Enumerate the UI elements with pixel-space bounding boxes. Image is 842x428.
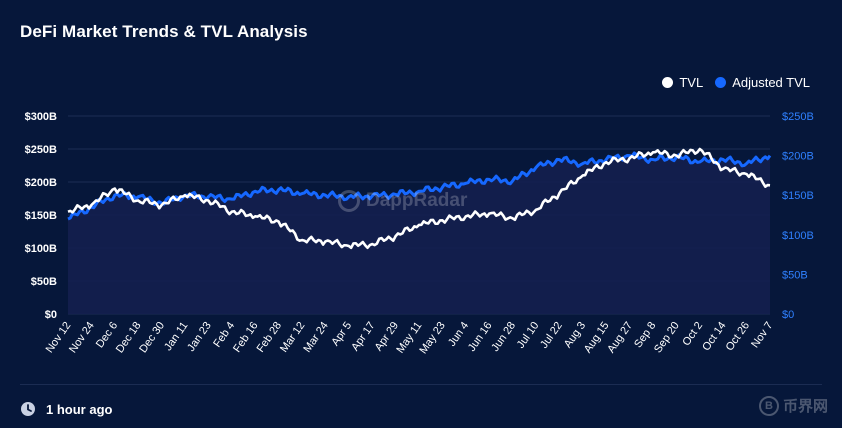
legend-tvl-label: TVL: [679, 75, 704, 90]
right-axis-tick-label: $200B: [782, 151, 814, 163]
x-axis-tick-label: Sep 20: [652, 320, 682, 355]
watermark: DappRadar: [338, 190, 467, 212]
right-axis-tick-label: $250B: [782, 111, 814, 123]
corner-watermark: B 币界网: [758, 395, 828, 416]
right-axis-tick-label: $100B: [782, 230, 814, 242]
watermark-text: DappRadar: [366, 190, 468, 211]
x-axis-tick-label: Nov 24: [67, 320, 97, 355]
legend-item-adjusted-tvl[interactable]: Adjusted TVL: [715, 75, 810, 90]
clock-icon: [21, 402, 35, 416]
x-axis-tick-label: Nov 7: [749, 320, 775, 350]
footer-divider: [20, 384, 822, 385]
x-axis-tick-label: Mar 24: [301, 320, 330, 355]
x-axis-tick-label: Jun 28: [489, 320, 518, 354]
x-axis-tick-label: Apr 17: [349, 320, 377, 353]
x-axis-tick-label: Jul 22: [538, 320, 565, 351]
legend-adjusted-dot-icon: [715, 77, 727, 88]
chart-title: DeFi Market Trends & TVL Analysis: [20, 22, 308, 41]
legend-adjusted-label: Adjusted TVL: [732, 75, 810, 90]
right-axis-tick-label: $0: [782, 309, 794, 321]
x-axis-tick-label: Oct 26: [724, 320, 752, 353]
left-axis-tick-label: $250B: [25, 144, 57, 156]
x-axis-tick-label: Oct 14: [700, 320, 728, 353]
x-axis-tick-label: Jul 10: [515, 320, 542, 351]
left-axis-tick-label: $50B: [31, 276, 57, 288]
adjusted-tvl-area: [68, 152, 770, 314]
left-axis-tick-label: $200B: [25, 177, 57, 189]
tvl-line: [67, 147, 771, 250]
footer: 1 hour ago: [20, 401, 112, 417]
chart-legend: TVL Adjusted TVL: [662, 75, 810, 90]
left-axis-tick-label: $0: [45, 309, 57, 321]
corner-watermark-text: 币界网: [782, 398, 828, 415]
right-axis-tick-label: $50B: [782, 269, 808, 281]
dappradar-logo-icon: [338, 190, 360, 212]
left-axis-tick-label: $150B: [25, 210, 57, 222]
right-axis-tick-label: $150B: [782, 190, 814, 202]
legend-tvl-dot-icon: [662, 77, 674, 88]
bijie-logo-icon: B: [758, 395, 779, 416]
left-axis-tick-label: $300B: [25, 111, 57, 123]
x-axis-tick-label: Dec 30: [137, 320, 167, 355]
left-axis-tick-label: $100B: [25, 243, 57, 255]
last-updated-text: 1 hour ago: [46, 401, 113, 417]
x-axis-tick-label: Jan 23: [185, 320, 214, 354]
x-axis-tick-label: Aug 27: [605, 320, 635, 355]
legend-item-tvl[interactable]: TVL: [662, 75, 703, 90]
